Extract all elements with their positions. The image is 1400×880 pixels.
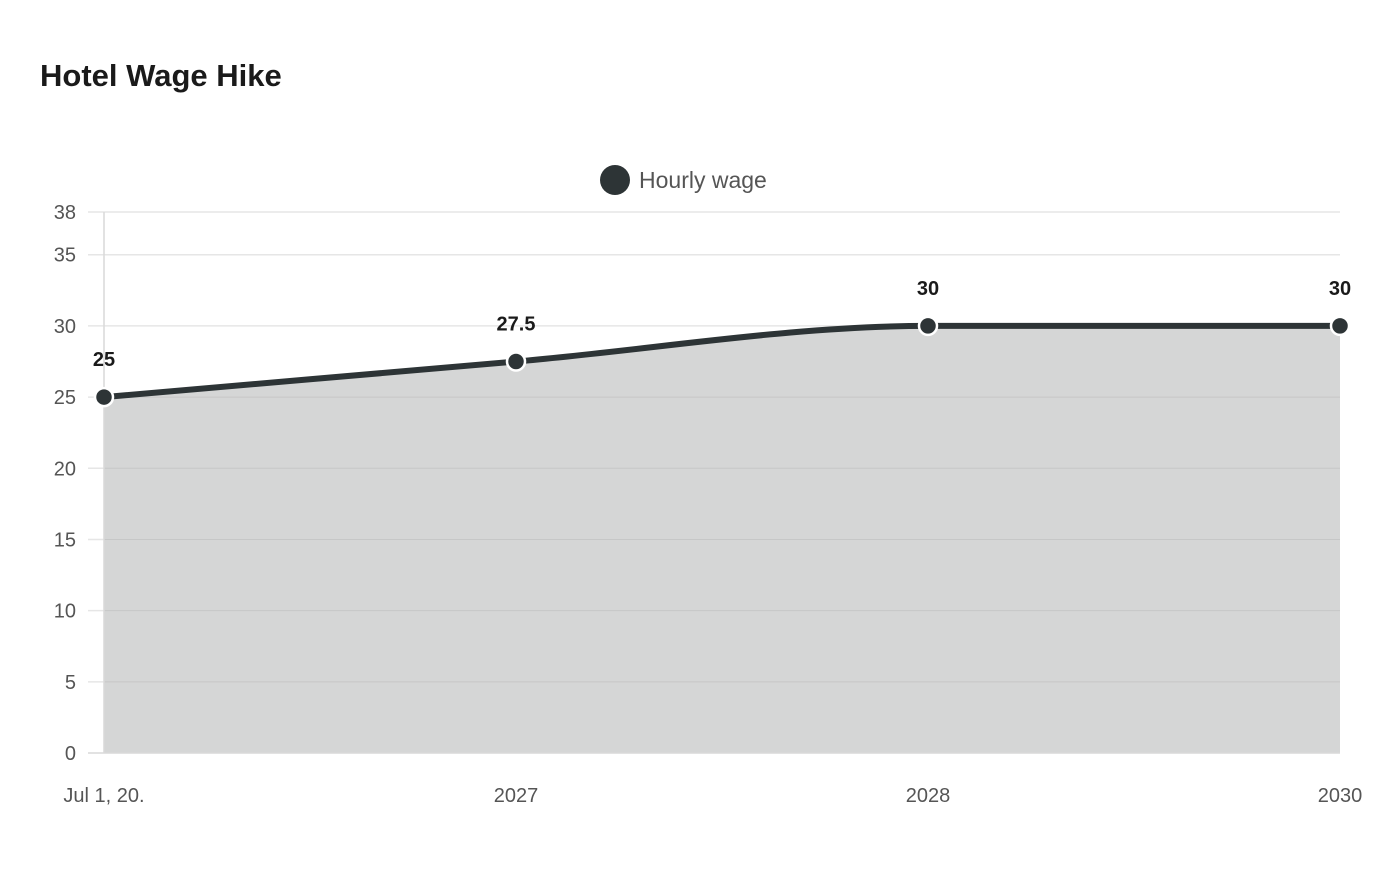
data-point-3[interactable]: [1329, 315, 1351, 337]
y-tick-label: 30: [54, 316, 76, 338]
legend-label-hourly-wage: Hourly wage: [639, 167, 767, 193]
hourly-wage-series-line: [103, 322, 1341, 401]
x-tick-label: Jul 1, 20.: [63, 785, 144, 807]
data-label-1: 27.5: [497, 313, 536, 335]
y-tick-label: 25: [54, 387, 76, 409]
y-tick-label: 10: [54, 601, 76, 623]
chart-legend[interactable]: Hourly wage: [600, 165, 767, 195]
data-label-2: 30: [917, 278, 939, 300]
legend-marker-hourly-wage: [600, 165, 630, 195]
chart-title: Hotel Wage Hike: [40, 58, 282, 93]
data-label-3: 30: [1329, 278, 1351, 300]
x-tick-label: 2028: [906, 785, 951, 807]
y-tick-label: 20: [54, 458, 76, 480]
data-point-2[interactable]: [917, 315, 939, 337]
data-point-0[interactable]: [93, 386, 115, 408]
x-tick-label: 2027: [494, 785, 539, 807]
y-tick-label: 35: [54, 245, 76, 267]
y-tick-label: 38: [54, 202, 76, 224]
x-tick-label: 2030: [1318, 785, 1363, 807]
data-label-0: 25: [93, 349, 115, 371]
data-point-1[interactable]: [505, 351, 527, 372]
y-tick-label: 15: [54, 529, 76, 551]
y-tick-label: 0: [65, 743, 76, 765]
y-tick-label: 5: [65, 672, 76, 694]
